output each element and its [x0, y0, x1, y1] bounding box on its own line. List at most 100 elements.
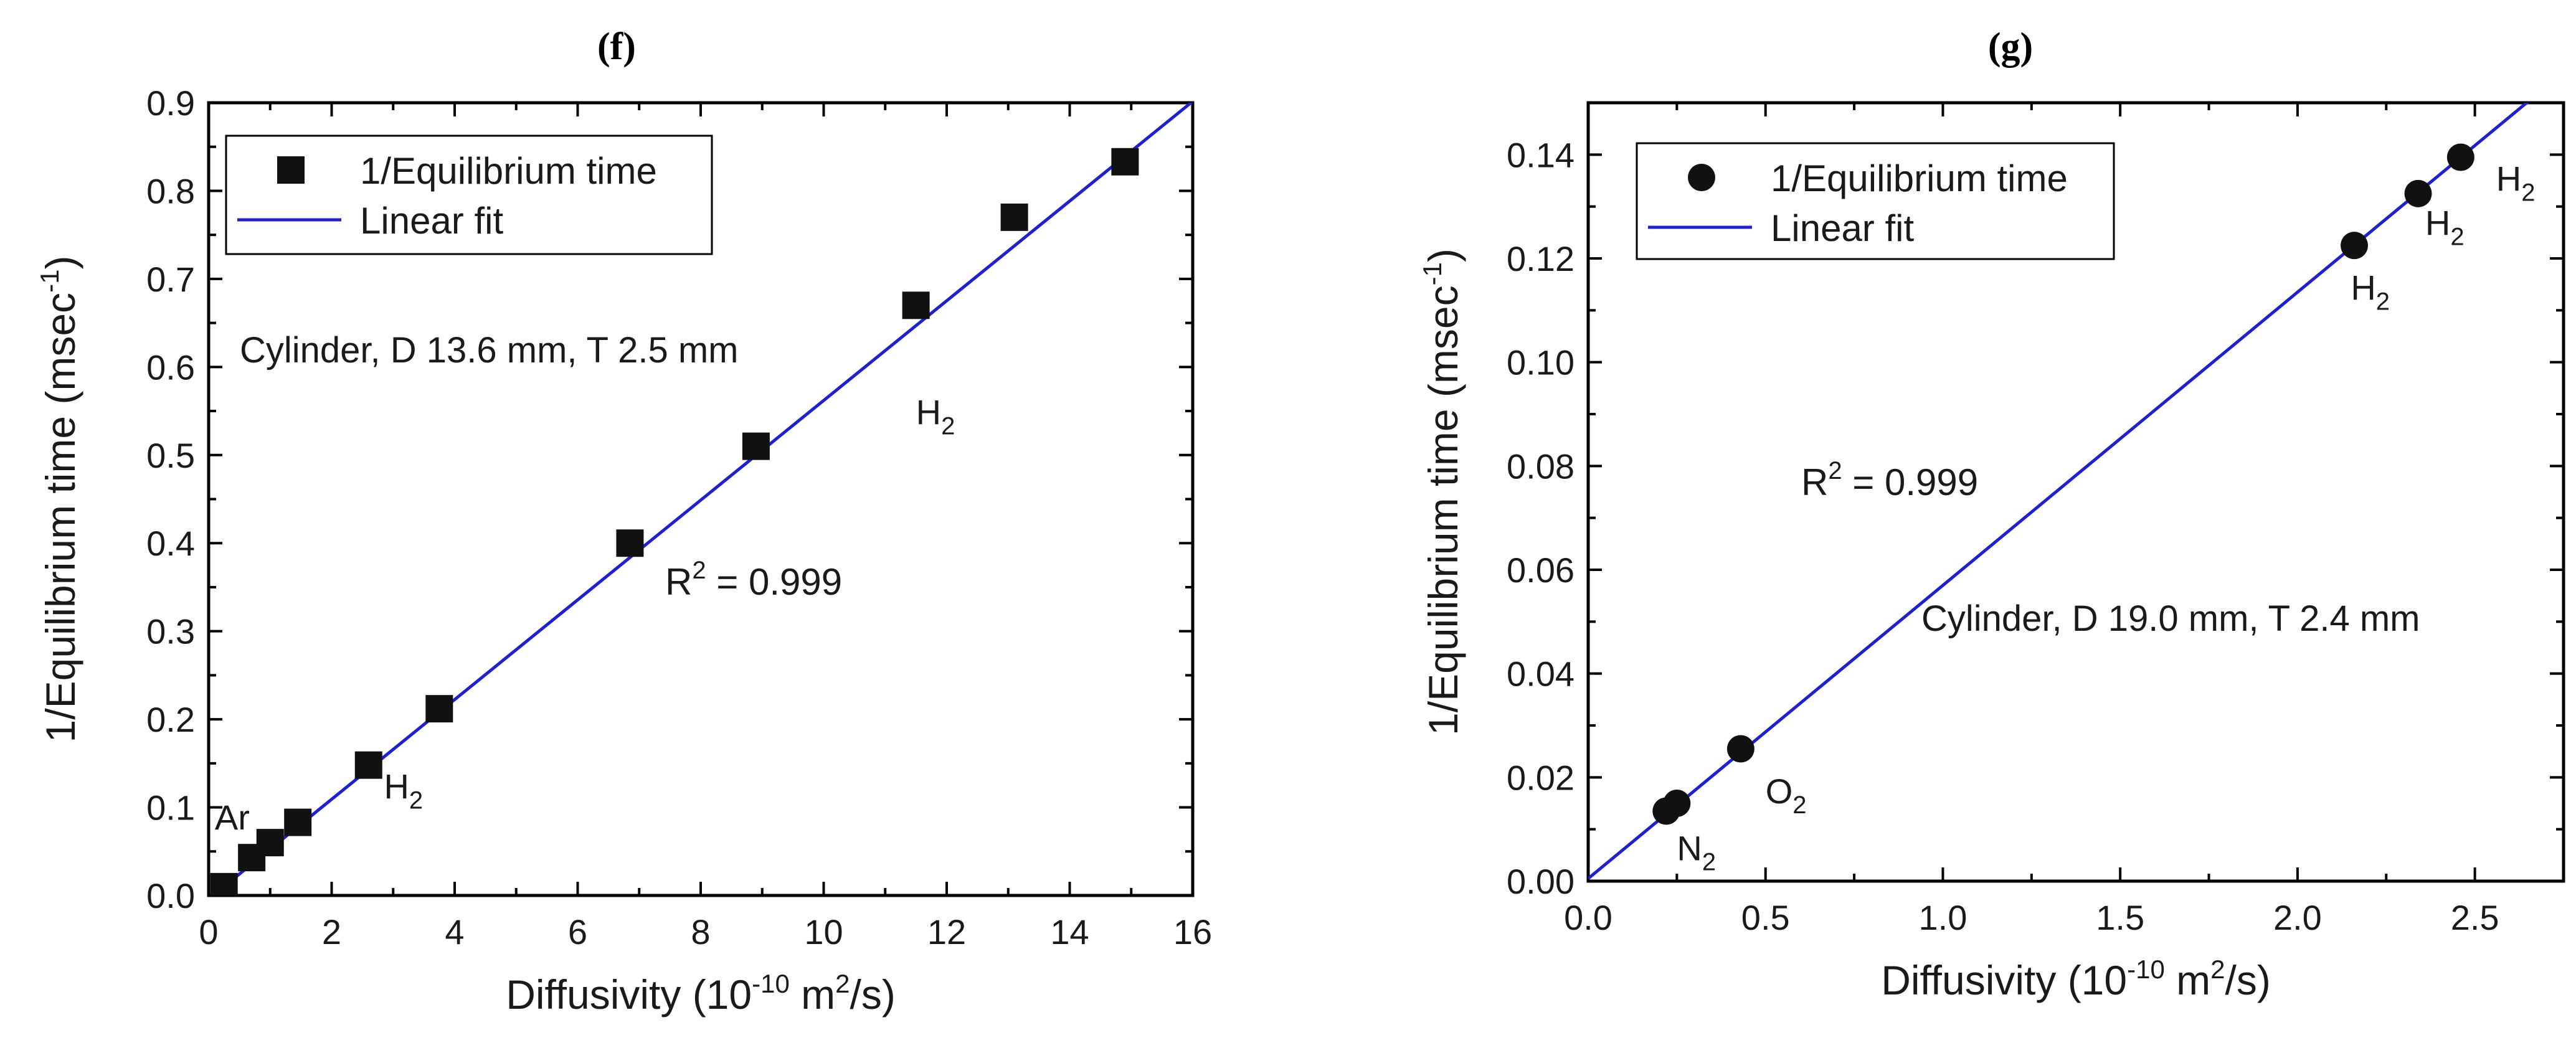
text-span: 2 [1828, 457, 1842, 484]
x-tick-label: 0.5 [1741, 898, 1790, 937]
text-span: H [384, 767, 409, 806]
text-span: 2 [2376, 288, 2390, 316]
data-point [354, 751, 382, 779]
x-tick-label: 2.0 [2273, 898, 2322, 937]
text-span: 2 [2521, 179, 2535, 207]
data-point [616, 529, 644, 557]
y-tick-label: 0.0 [146, 876, 195, 915]
text-span: H [916, 392, 941, 432]
x-tick-label: 1.0 [1919, 898, 1968, 937]
text-span: ) [37, 256, 83, 270]
y-tick-label: 0.02 [1507, 758, 1574, 797]
x-tick-label: 1.5 [2096, 898, 2144, 937]
text-span: -1 [35, 270, 64, 293]
text-span: Ar [215, 798, 250, 837]
data-point [1663, 790, 1691, 817]
gas-label: O2 [1766, 772, 1807, 819]
text-span: ) [1420, 248, 1466, 262]
legend-line-label: Linear fit [1771, 207, 1914, 249]
data-point [210, 872, 238, 895]
x-tick-label: 2.5 [2451, 898, 2499, 937]
y-axis-label: 1/Equilibrium time (msec-1) [1418, 248, 1466, 735]
text-span: -1 [1418, 262, 1447, 285]
text-span: 1/Equilibrium time (msec [37, 293, 83, 743]
y-tick-label: 0.9 [146, 83, 195, 123]
gas-label: N2 [1677, 829, 1716, 876]
data-point [1726, 735, 1754, 763]
text-span: Cylinder, D 13.6 mm, T 2.5 mm [240, 330, 738, 371]
x-tick-label: 4 [445, 912, 464, 951]
y-axis-label: 1/Equilibrium time (msec-1) [35, 256, 83, 743]
y-tick-label: 0.1 [146, 788, 195, 828]
text-span: 2 [2210, 955, 2225, 984]
gas-label: H2 [2351, 268, 2390, 316]
text-span: 2 [692, 557, 706, 584]
data-point [2446, 143, 2474, 171]
data-point [742, 432, 770, 460]
plot-frame [1586, 101, 2565, 883]
text-span: 2 [2450, 224, 2464, 251]
y-tick-label: 0.00 [1507, 862, 1574, 901]
panel-label: (g) [1988, 26, 2033, 68]
data-point [902, 291, 930, 319]
gas-label: Ar [215, 798, 250, 837]
r-squared-label: R2 = 0.999 [665, 557, 842, 603]
x-axis-label: Diffusivity (10-10 m2/s) [1881, 955, 2271, 1003]
data-point [1111, 148, 1139, 176]
y-tick-label: 0.3 [146, 612, 195, 651]
data-point [284, 808, 312, 836]
legend-box [225, 135, 713, 255]
text-span: 1/Equilibrium time (msec [1420, 285, 1466, 735]
data-point [425, 695, 453, 723]
text-span: Diffusivity (10 [506, 971, 752, 1018]
x-tick-label: 8 [691, 912, 710, 951]
y-tick-label: 0.04 [1507, 654, 1574, 694]
panel-label: (f) [597, 26, 636, 68]
text-span: -10 [2127, 955, 2165, 984]
y-tick-label: 0.7 [146, 260, 195, 299]
x-tick-label: 2 [322, 912, 341, 951]
x-tick-label: 6 [568, 912, 587, 951]
y-tick-label: 0.2 [146, 700, 195, 739]
sample-note: Cylinder, D 19.0 mm, T 2.4 mm [1921, 598, 2420, 639]
text-span: m [2165, 957, 2210, 1003]
x-tick-label: 10 [804, 912, 843, 951]
y-tick-label: 0.06 [1507, 550, 1574, 590]
text-span: H [2351, 268, 2375, 308]
sample-note: Cylinder, D 13.6 mm, T 2.5 mm [240, 330, 738, 371]
text-span: H [2496, 159, 2521, 199]
legend-point-label: 1/Equilibrium time [360, 150, 657, 192]
r-squared-label: R2 = 0.999 [1801, 457, 1978, 503]
x-tick-label: 16 [1173, 912, 1212, 951]
x-axis-label: Diffusivity (10-10 m2/s) [506, 969, 896, 1018]
y-tick-label: 0.5 [146, 436, 195, 475]
legend-box [1636, 142, 2115, 260]
text-span: 2 [941, 412, 955, 440]
y-tick-label: 0.10 [1507, 343, 1574, 382]
gas-label: H2 [2496, 159, 2536, 207]
chart-panel-f: (f) 0 2 4 6 8 10 12 14 16 0.0 0.1 0.2 0.3 0.4 0.5 0.6 0.7… [35, 26, 1212, 1018]
legend-line-label: Linear fit [360, 200, 503, 242]
text-span: Cylinder, D 19.0 mm, T 2.4 mm [1921, 598, 2420, 639]
x-tick-label: 12 [927, 912, 966, 951]
y-tick-label: 0.12 [1507, 239, 1574, 278]
text-span: H [2425, 204, 2450, 243]
text-span: m [790, 971, 835, 1018]
text-span: R [1801, 461, 1828, 503]
x-tick-label: 0.0 [1564, 898, 1612, 937]
gas-label: H2 [2425, 204, 2465, 251]
y-tick-label: 0.8 [146, 171, 195, 210]
text-span: /s) [2225, 957, 2270, 1003]
text-span: -10 [752, 969, 790, 998]
gas-label: H2 [384, 767, 423, 814]
chart-panel-g: (g) 0.0 0.5 1.0 1.5 2.0 2.5 0.00 0.02 0.04 0.06 0.0… [1418, 26, 2565, 1003]
text-span: Diffusivity (10 [1881, 957, 2127, 1003]
text-span: 2 [1792, 791, 1806, 819]
y-tick-label: 0.08 [1507, 446, 1574, 486]
legend-point-label: 1/Equilibrium time [1771, 158, 2068, 199]
data-point [1000, 203, 1028, 231]
y-tick-label: 0.14 [1507, 135, 1574, 174]
x-tick-label: 14 [1050, 912, 1089, 951]
legend-marker [1688, 164, 1715, 191]
